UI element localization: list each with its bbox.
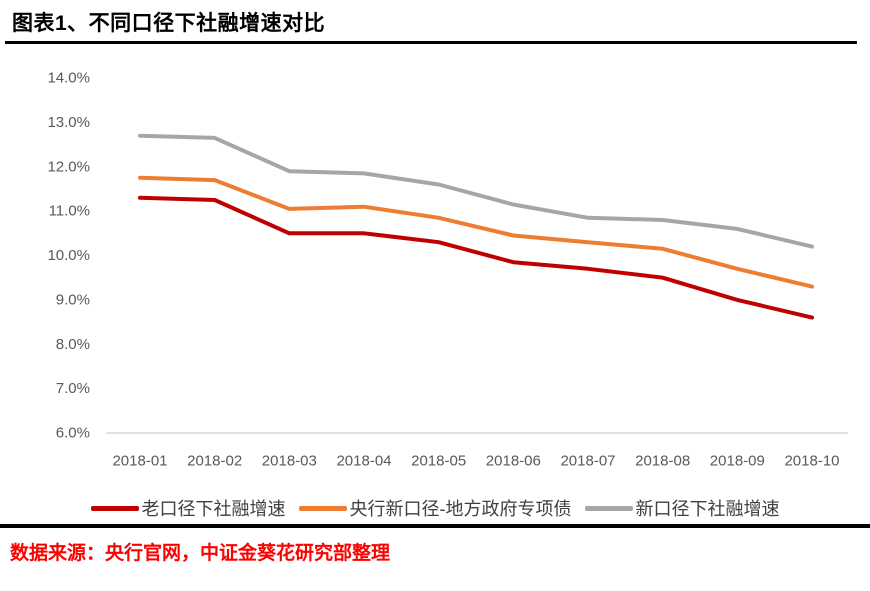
data-source: 数据来源：央行官网，中证金葵花研究部整理: [10, 543, 391, 564]
y-axis-tick-label: 7.0%: [56, 380, 90, 397]
x-axis-tick-label: 2018-03: [262, 453, 317, 470]
legend-label: 新口径下社融增速: [635, 499, 780, 519]
y-axis-tick-label: 12.0%: [47, 158, 90, 175]
legend-line-icon: [298, 505, 347, 511]
x-axis-tick-label: 2018-05: [411, 453, 466, 470]
y-axis-tick-label: 6.0%: [56, 425, 90, 442]
figure-title: 图表1、不同口径下社融增速对比: [12, 12, 326, 35]
footer-divider: [0, 524, 870, 528]
y-axis-tick-label: 13.0%: [47, 114, 90, 131]
y-axis-tick-label: 8.0%: [56, 336, 90, 353]
x-axis-tick-label: 2018-06: [486, 453, 541, 470]
legend-item: 老口径下社融增速: [90, 495, 286, 521]
legend-label: 央行新口径-地方政府专项债: [349, 499, 572, 519]
y-axis-tick-label: 9.0%: [56, 291, 90, 308]
y-axis-tick-label: 10.0%: [47, 247, 90, 264]
x-axis-tick-label: 2018-07: [560, 453, 615, 470]
legend-line-icon: [90, 505, 139, 511]
x-axis-tick-label: 2018-10: [784, 453, 839, 470]
legend-item: 新口径下社融增速: [584, 495, 780, 521]
series-line-2: [138, 133, 814, 249]
title-divider: [5, 41, 857, 44]
series-line-1: [138, 175, 814, 289]
x-axis-tick-label: 2018-04: [336, 453, 391, 470]
x-axis-tick-label: 2018-09: [710, 453, 765, 470]
legend-item: 央行新口径-地方政府专项债: [298, 495, 572, 521]
legend-label: 老口径下社融增速: [141, 499, 286, 519]
chart-legend: 老口径下社融增速 央行新口径-地方政府专项债 新口径下社融增速: [0, 495, 870, 521]
y-axis-tick-label: 11.0%: [49, 203, 90, 220]
chart-area: 14.0% 13.0% 12.0% 11.0% 10.0% 9.0% 8.0% 7.0% 6.0…: [0, 56, 870, 500]
y-axis-tick-label: 14.0%: [47, 70, 90, 87]
series-line-0: [138, 195, 814, 320]
x-axis-tick-label: 2018-08: [635, 453, 690, 470]
x-axis-tick-label: 2018-01: [112, 453, 167, 470]
legend-line-icon: [584, 505, 633, 511]
x-axis-tick-label: 2018-02: [187, 453, 242, 470]
line-chart-svg: 14.0% 13.0% 12.0% 11.0% 10.0% 9.0% 8.0% 7.0% 6.0…: [47, 70, 848, 470]
